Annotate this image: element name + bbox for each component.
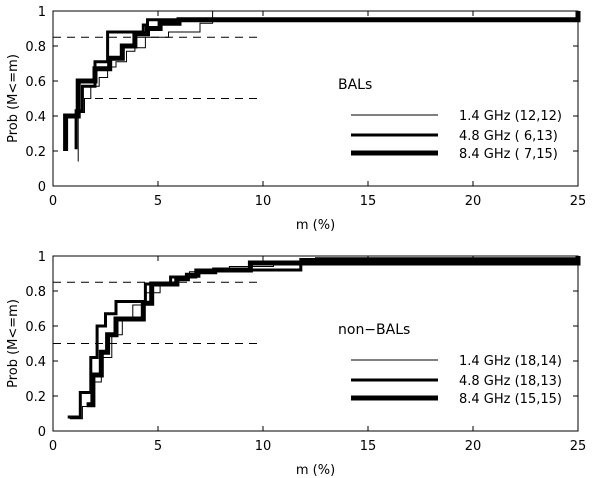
series-line-1 — [77, 10, 578, 162]
legend-label-2: 4.8 GHz ( 6,13) — [459, 129, 558, 144]
series-line-2 — [74, 11, 580, 150]
panel-annotation: BALs — [338, 77, 372, 93]
x-tick-label: 10 — [255, 194, 272, 209]
x-tick-label: 5 — [154, 439, 162, 454]
series-line-1 — [69, 256, 579, 420]
y-tick-label: 0 — [38, 425, 46, 440]
x-tick-label: 25 — [570, 439, 587, 454]
y-tick-label: 0.4 — [25, 110, 46, 125]
x-tick-label: 0 — [49, 194, 57, 209]
x-axis-label: m (%) — [296, 463, 335, 478]
legend-label-1: 1.4 GHz (12,12) — [459, 109, 562, 124]
chart-panel-1: 0 5 10 15 20 25 0 0.2 0.4 0.6 0.8 1 m (%) Prob (M<=m)… — [6, 5, 586, 233]
legend-label-2: 4.8 GHz (18,13) — [459, 374, 562, 389]
x-tick-label: 25 — [570, 194, 587, 209]
y-axis-label: Prob (M<=m) — [6, 299, 21, 388]
y-tick-label: 0.6 — [25, 75, 46, 90]
y-tick-label: 0.4 — [25, 355, 46, 370]
y-tick-label: 1 — [38, 5, 46, 20]
y-axis-label: Prob (M<=m) — [6, 54, 21, 143]
y-tick-label: 0.2 — [25, 390, 46, 405]
y-tick-label: 0.2 — [25, 145, 46, 160]
panel-annotation: non−BALs — [338, 322, 410, 338]
legend-label-3: 8.4 GHz ( 7,15) — [459, 147, 558, 162]
x-tick-label: 20 — [465, 439, 482, 454]
y-tick-label: 0.8 — [25, 285, 46, 300]
axes-frame — [52, 10, 579, 187]
x-tick-label: 15 — [360, 194, 377, 209]
chart-panel-2: 0 5 10 15 20 25 0 0.2 0.4 0.6 0.8 1 m (%) Prob (M<=m)… — [6, 250, 586, 478]
y-tick-label: 0.6 — [25, 320, 46, 335]
series-line-3 — [86, 256, 581, 408]
x-tick-label: 0 — [49, 439, 57, 454]
y-tick-label: 1 — [38, 250, 46, 265]
y-tick-label: 0 — [38, 180, 46, 195]
axes-frame — [52, 255, 579, 432]
x-tick-label: 5 — [154, 194, 162, 209]
y-tick-label: 0.8 — [25, 40, 46, 55]
x-axis-label: m (%) — [296, 218, 335, 233]
x-tick-label: 20 — [465, 194, 482, 209]
legend-label-3: 8.4 GHz (15,15) — [459, 392, 562, 407]
x-tick-label: 15 — [360, 439, 377, 454]
series-line-3 — [63, 11, 581, 151]
x-tick-label: 10 — [255, 439, 272, 454]
legend-label-1: 1.4 GHz (18,14) — [459, 354, 562, 369]
